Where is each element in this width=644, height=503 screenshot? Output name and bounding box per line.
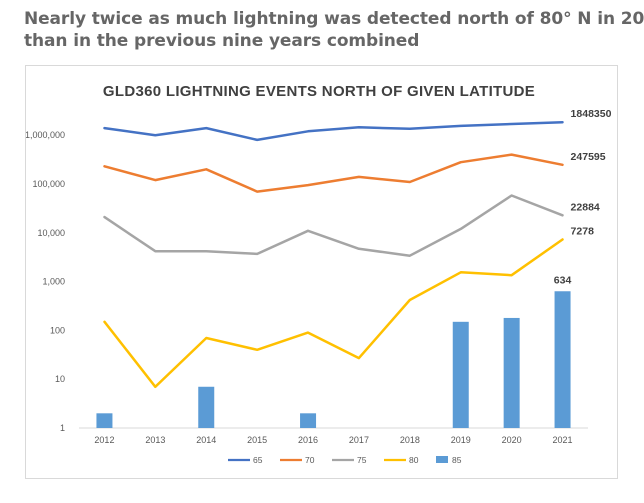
- lightning-chart: GLD360 LIGHTNING EVENTS NORTH OF GIVEN L…: [26, 83, 612, 465]
- series-line-80: [103, 238, 564, 389]
- x-tick-label: 2014: [196, 435, 216, 445]
- data-label-75: 22884: [571, 201, 600, 213]
- bar-85-2021: [554, 291, 571, 428]
- x-tick-label: 2019: [451, 435, 471, 445]
- bar-85-2016: [300, 413, 317, 428]
- legend-label-75: 75: [357, 455, 367, 465]
- chart-title: GLD360 LIGHTNING EVENTS NORTH OF GIVEN L…: [103, 83, 535, 100]
- legend-swatch-85: [436, 456, 448, 463]
- data-label-80: 7278: [571, 226, 595, 238]
- x-tick-label: 2020: [502, 435, 522, 445]
- chart-card: GLD360 LIGHTNING EVENTS NORTH OF GIVEN L…: [25, 65, 618, 479]
- x-tick-label: 2016: [298, 435, 318, 445]
- series-line-70: [103, 153, 564, 193]
- series-line-75: [103, 194, 564, 257]
- bar-85-2012: [96, 413, 113, 428]
- x-tick-label: 2012: [94, 435, 114, 445]
- data-label-65: 1848350: [571, 108, 612, 120]
- data-label-85: 634: [554, 274, 572, 286]
- y-tick-label: 10,000: [37, 228, 65, 238]
- bar-85-2019: [452, 321, 469, 428]
- y-tick-label: 1,000: [42, 277, 65, 287]
- x-tick-label: 2018: [400, 435, 420, 445]
- data-label-70: 247595: [571, 151, 606, 163]
- y-tick-label: 100: [50, 325, 65, 335]
- y-tick-label: 10: [55, 374, 65, 384]
- bar-85-2014: [198, 386, 215, 428]
- x-tick-label: 2021: [553, 435, 573, 445]
- legend-label-80: 80: [409, 455, 419, 465]
- bar-85-2020: [503, 317, 520, 428]
- legend-label-65: 65: [253, 455, 263, 465]
- y-tick-label: 1: [60, 423, 65, 433]
- headline: Nearly twice as much lightning was detec…: [24, 8, 644, 52]
- headline-line-1: Nearly twice as much lightning was detec…: [24, 9, 644, 29]
- legend-label-85: 85: [452, 455, 462, 465]
- headline-line-2: than in the previous nine years combined: [24, 31, 420, 51]
- y-tick-label: 100,000: [32, 179, 65, 189]
- legend-label-70: 70: [305, 455, 315, 465]
- x-tick-label: 2013: [145, 435, 165, 445]
- series-line-65: [103, 120, 564, 142]
- x-tick-label: 2017: [349, 435, 369, 445]
- x-tick-label: 2015: [247, 435, 267, 445]
- y-tick-label: 1,000,000: [26, 130, 65, 140]
